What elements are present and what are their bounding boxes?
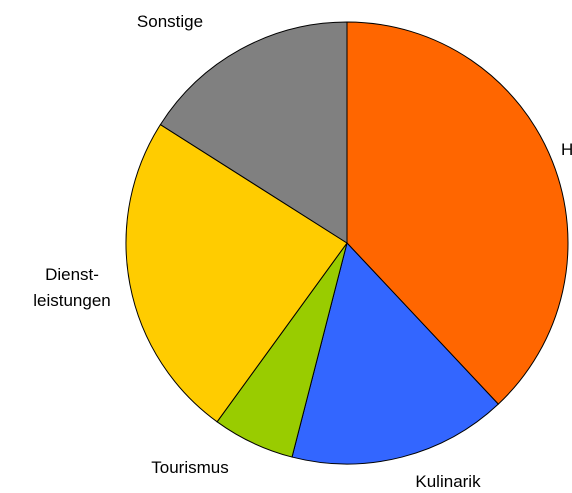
slice-label: H [561,140,572,159]
slice-label: Kulinarik [415,472,481,491]
slice-label: Sonstige [136,12,204,31]
slice-label: Dienst-leistungen [33,265,111,310]
pie-slice [291,241,499,465]
pie-slice [125,123,348,423]
slice-label: Tourismus [151,458,229,477]
pie-slice [346,21,569,405]
pie-slice [159,21,348,244]
